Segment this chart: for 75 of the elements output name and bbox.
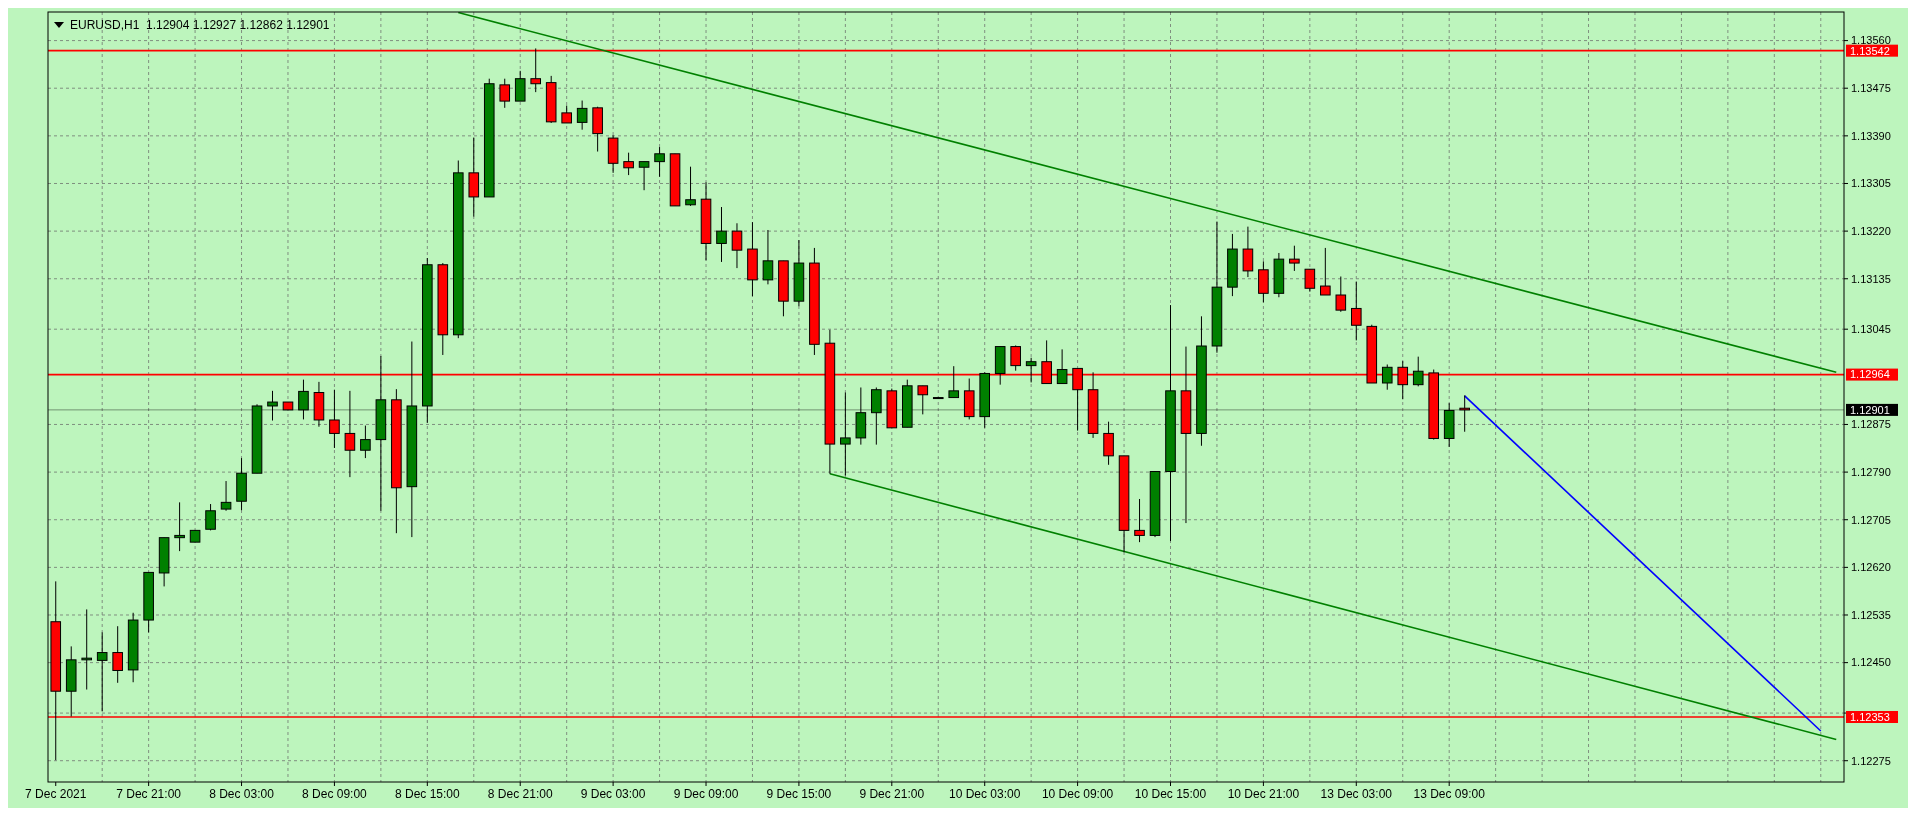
y-tick-label: 1.12790 [1851, 465, 1891, 478]
candlestick [96, 631, 108, 712]
candlestick [329, 389, 340, 449]
text: EURUSD,H1 1.12904 1.12927 1.12862 1.12901 [70, 18, 330, 33]
ref-line-label: 1.12353 [1850, 710, 1890, 723]
y-tick-label: 1.12450 [1851, 656, 1891, 669]
candlestick [1412, 356, 1424, 387]
candlestick [1381, 364, 1393, 391]
candlestick [638, 161, 650, 191]
y-tick-label: 1.12275 [1851, 754, 1891, 767]
candlestick [220, 480, 232, 512]
x-tick-label: 8 Dec 09:00 [302, 786, 368, 801]
y-tick-label: 1.13475 [1851, 82, 1891, 95]
candlestick [1320, 247, 1331, 296]
candlestick [1010, 344, 1021, 372]
x-tick-label: 10 Dec 03:00 [949, 786, 1021, 801]
candlestick [344, 390, 356, 478]
candlestick [762, 229, 774, 285]
x-tick-label: 7 Dec 21:00 [116, 786, 182, 801]
candlestick [298, 379, 309, 420]
candlestick [948, 365, 960, 399]
x-tick-label: 13 Dec 03:00 [1320, 786, 1393, 801]
candlestick [1103, 421, 1114, 466]
y-tick-label: 1.12875 [1851, 418, 1891, 431]
x-tick-label: 8 Dec 21:00 [487, 786, 553, 801]
candlestick [112, 625, 123, 684]
x-tick-label: 10 Dec 21:00 [1227, 786, 1300, 801]
y-tick-label: 1.12705 [1851, 513, 1891, 526]
y-tick-label: 1.12620 [1851, 561, 1891, 574]
y-tick-label: 1.13390 [1851, 129, 1891, 142]
x-tick-label: 10 Dec 15:00 [1134, 786, 1207, 801]
candlestick [499, 78, 511, 109]
candlestick [1258, 260, 1269, 303]
x-tick-label: 9 Dec 15:00 [766, 786, 832, 801]
x-tick-label: 8 Dec 15:00 [394, 786, 461, 801]
x-tick-label: 13 Dec 09:00 [1413, 786, 1486, 801]
candlestick [1304, 268, 1316, 293]
candlestick [917, 385, 929, 415]
x-tick-label: 9 Dec 03:00 [580, 786, 646, 801]
candlestick [716, 206, 727, 263]
y-tick-label: 1.13135 [1851, 272, 1891, 285]
candlestick [654, 146, 665, 178]
ref-line-label: 1.12964 [1850, 368, 1890, 381]
candlestick [1242, 226, 1254, 278]
candlestick [81, 608, 93, 691]
candlestick [731, 222, 743, 269]
candlestick [871, 386, 882, 446]
candlestick [205, 503, 216, 531]
x-tick-label: 9 Dec 21:00 [859, 786, 925, 801]
candlestick [576, 100, 588, 131]
ref-line-label: 1.12901 [1850, 403, 1890, 416]
candlestick [360, 425, 371, 459]
candlestick [623, 152, 634, 176]
candlestick [1289, 245, 1300, 272]
candlestick [1134, 498, 1145, 543]
y-tick-label: 1.12535 [1851, 608, 1891, 621]
x-tick-label: 7 Dec 2021 [25, 786, 87, 801]
ref-line-label: 1.13542 [1850, 44, 1890, 57]
y-tick-label: 1.13305 [1851, 177, 1891, 190]
candlestick [267, 390, 278, 422]
candlestick [514, 70, 526, 102]
candlestick [174, 501, 185, 552]
candlestick [1025, 357, 1037, 383]
y-tick-label: 1.13220 [1851, 224, 1891, 237]
candlestick [1350, 281, 1362, 341]
candlestick [685, 166, 696, 207]
y-tick-label: 1.13560 [1851, 34, 1891, 47]
y-tick-label: 1.13045 [1851, 323, 1891, 336]
candlestick [1459, 394, 1470, 433]
x-tick-label: 8 Dec 03:00 [209, 786, 275, 801]
candlestick [840, 392, 851, 476]
candlestick [1056, 348, 1068, 385]
x-tick-label: 10 Dec 09:00 [1041, 786, 1114, 801]
x-tick-label: 9 Dec 09:00 [673, 786, 739, 801]
candlestick [1335, 276, 1347, 313]
